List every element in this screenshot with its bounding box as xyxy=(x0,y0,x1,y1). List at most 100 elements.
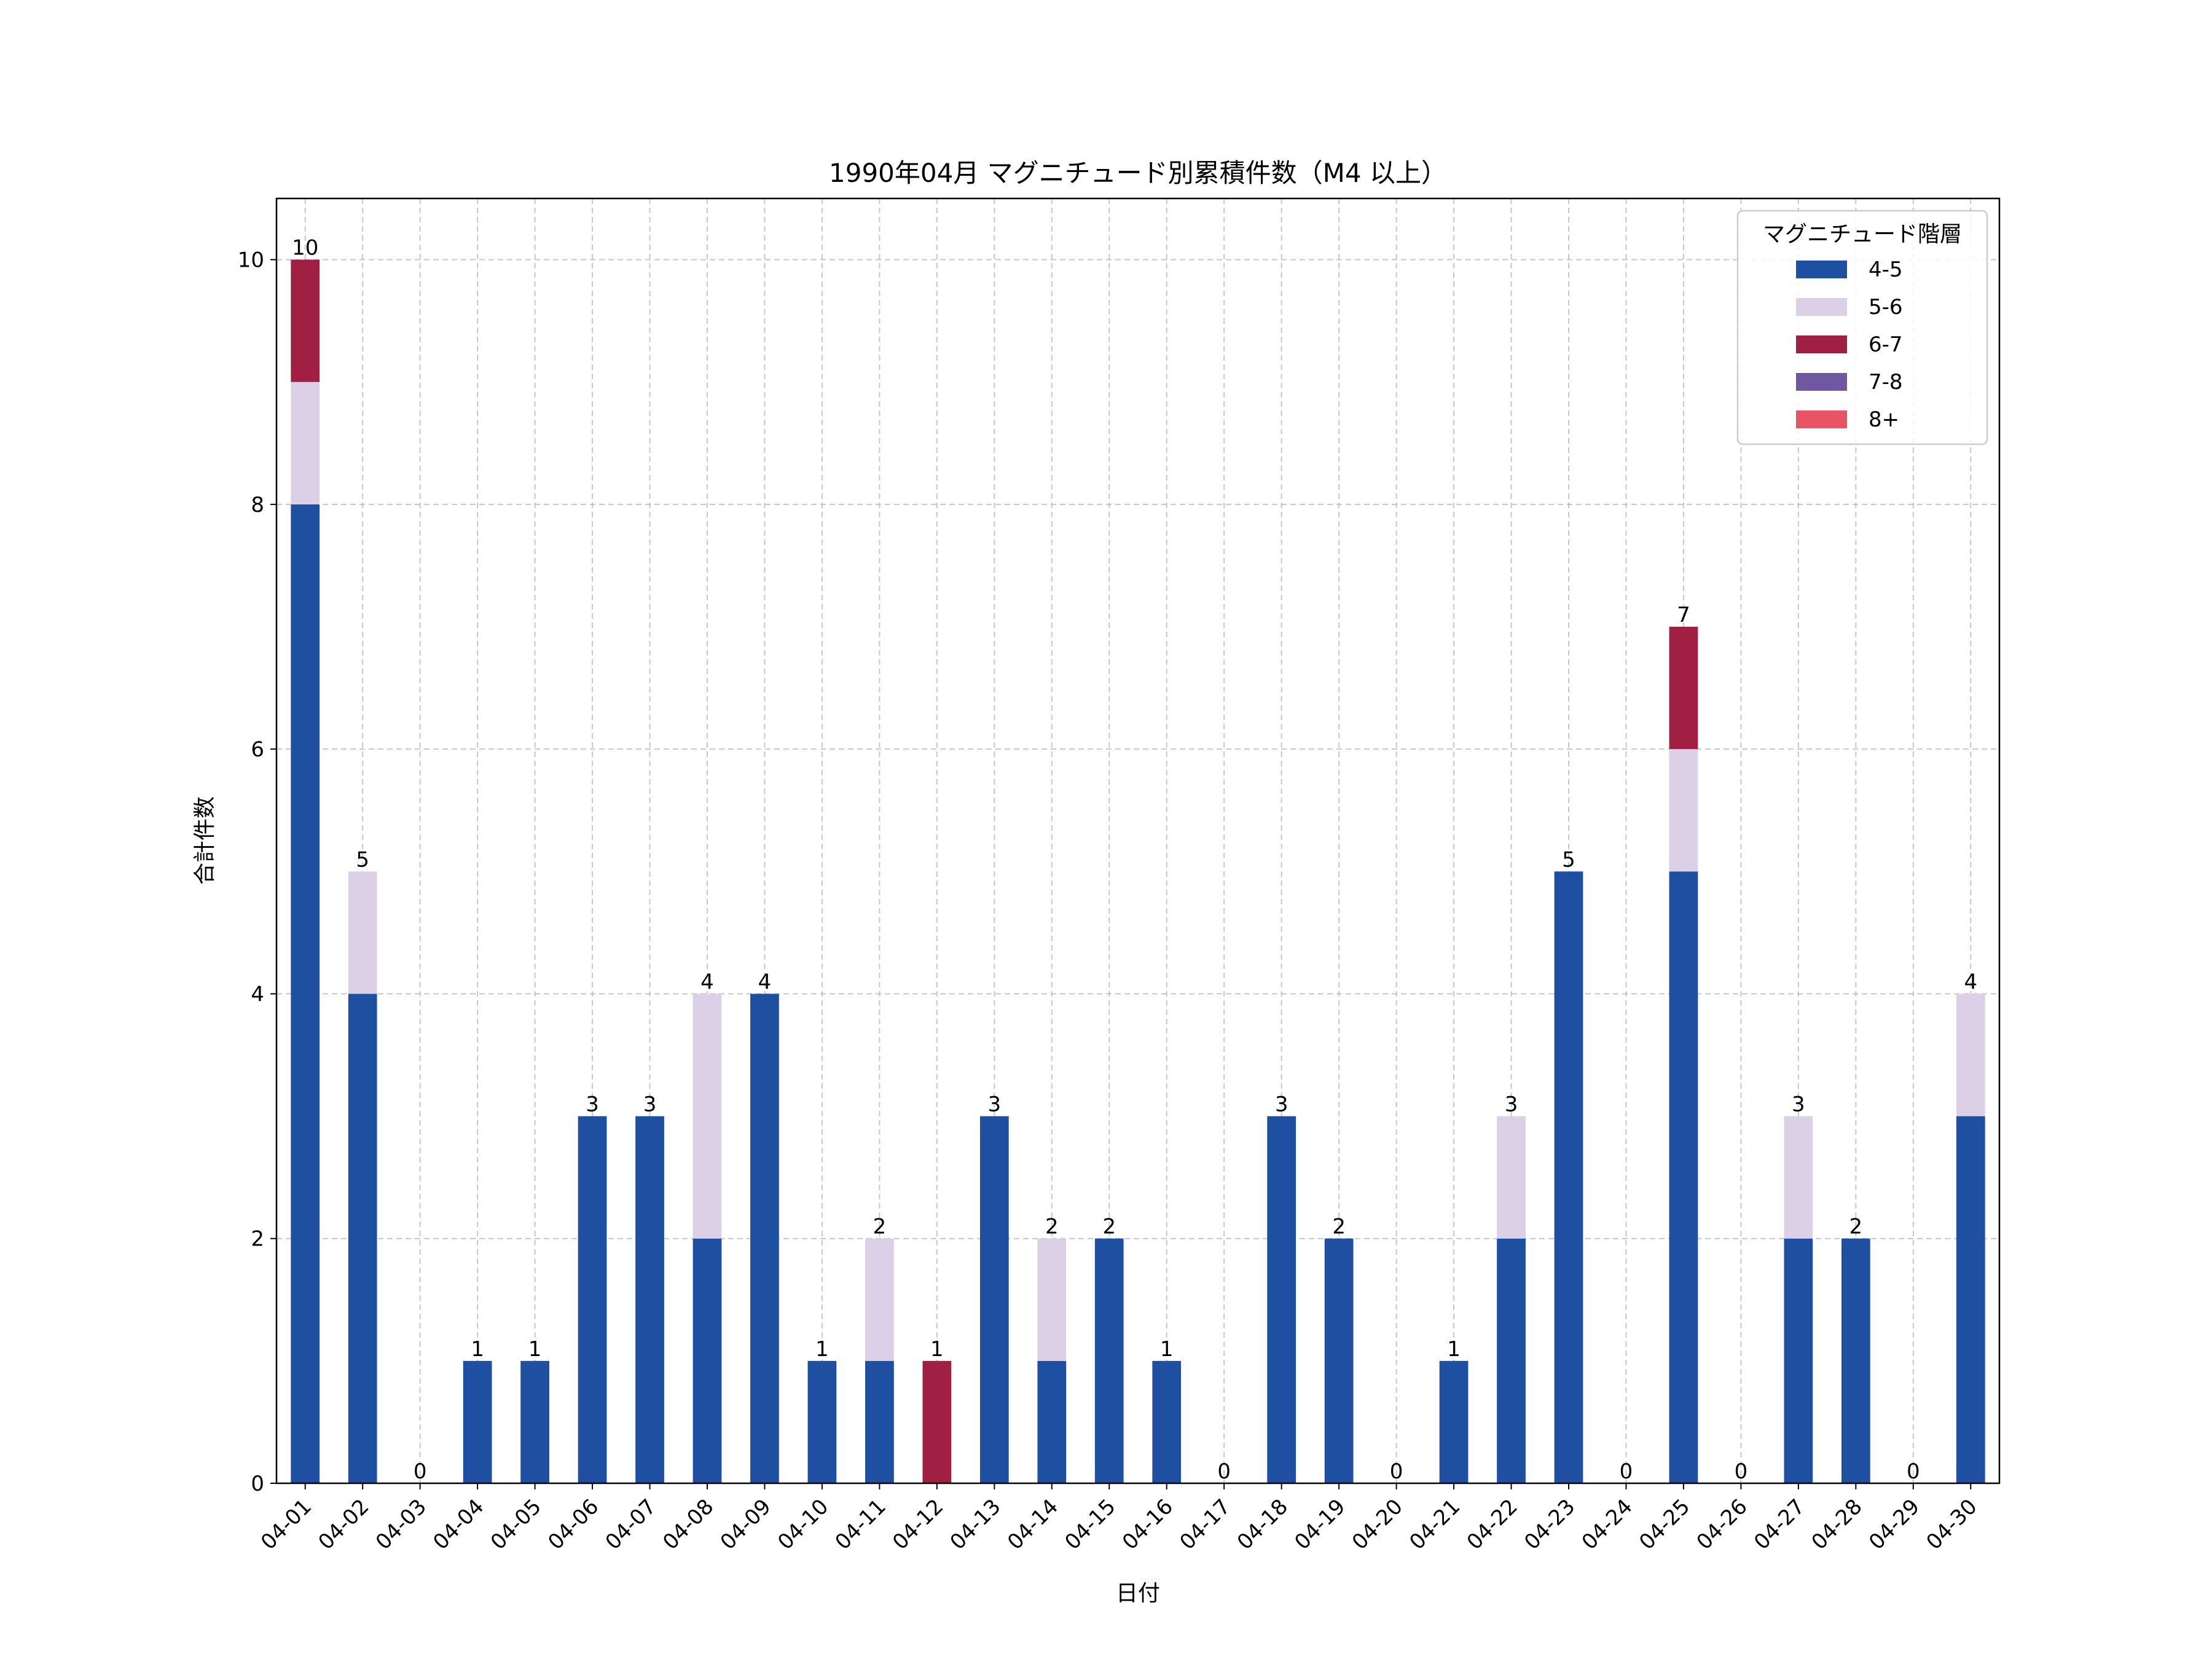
bar-segment-4-5 xyxy=(692,1238,722,1483)
x-tick-label: 04-16 xyxy=(1118,1494,1178,1555)
legend-swatch-5-6 xyxy=(1796,298,1847,316)
legend-label: 7-8 xyxy=(1869,370,1903,394)
data-label: 5 xyxy=(1562,847,1575,872)
bar-segment-4-5 xyxy=(1669,871,1698,1483)
data-label: 1 xyxy=(815,1337,829,1362)
legend-label: 5-6 xyxy=(1869,295,1903,320)
y-tick-label: 6 xyxy=(251,737,264,762)
bar-segment-5-6 xyxy=(692,994,722,1239)
x-tick-label: 04-17 xyxy=(1175,1494,1235,1555)
bar-segment-4-5 xyxy=(1956,1116,1985,1483)
legend-swatch-4-5 xyxy=(1796,261,1847,278)
bar-segment-4-5 xyxy=(1094,1238,1124,1483)
data-label: 1 xyxy=(1447,1337,1461,1362)
data-label: 0 xyxy=(1735,1459,1748,1484)
bar-segment-4-5 xyxy=(1784,1238,1813,1483)
data-label: 0 xyxy=(1620,1459,1633,1484)
x-tick-label: 04-28 xyxy=(1807,1494,1867,1555)
data-label: 2 xyxy=(1102,1215,1116,1239)
bar-segment-5-6 xyxy=(1784,1116,1813,1239)
x-tick-label: 04-12 xyxy=(888,1494,948,1555)
data-label: 3 xyxy=(988,1092,1002,1117)
bar-segment-4-5 xyxy=(979,1116,1009,1483)
legend-title: マグニチュード階層 xyxy=(1763,222,1962,247)
data-label: 2 xyxy=(1849,1215,1863,1239)
bar-segment-4-5 xyxy=(1152,1360,1182,1483)
x-tick-label: 04-10 xyxy=(773,1494,833,1555)
x-tick-label: 04-13 xyxy=(946,1494,1006,1555)
x-tick-label: 04-29 xyxy=(1864,1494,1924,1555)
data-label: 1 xyxy=(528,1337,542,1362)
x-tick-label: 04-06 xyxy=(543,1494,603,1555)
bar-segment-4-5 xyxy=(463,1360,492,1483)
x-tick-label: 04-27 xyxy=(1749,1494,1810,1555)
bar-segment-5-6 xyxy=(1497,1116,1526,1239)
y-axis-label: 合計件数 xyxy=(192,796,218,885)
bar-segment-4-5 xyxy=(348,994,377,1483)
data-label: 2 xyxy=(873,1215,887,1239)
data-label: 4 xyxy=(1964,970,1977,994)
legend: マグニチュード階層 4-5 5-6 6-7 7-8 8+ xyxy=(1736,210,1988,445)
bar-segment-5-6 xyxy=(1037,1238,1067,1361)
x-tick-label: 04-26 xyxy=(1692,1494,1752,1555)
data-label: 10 xyxy=(292,236,318,261)
plot-frame xyxy=(275,197,2001,1484)
data-label: 3 xyxy=(643,1092,657,1117)
bar-segment-4-5 xyxy=(1439,1360,1469,1483)
data-label: 2 xyxy=(1045,1215,1059,1239)
x-tick-label: 04-02 xyxy=(313,1494,374,1555)
data-label: 3 xyxy=(586,1092,599,1117)
chart-title: 1990年04月 マグニチュード別累積件数（M4 以上） xyxy=(829,158,1447,188)
bar-segment-4-5 xyxy=(1037,1360,1067,1483)
x-tick-label: 04-23 xyxy=(1520,1494,1580,1555)
x-tick-label: 04-05 xyxy=(486,1494,546,1555)
bar-segment-4-5 xyxy=(807,1360,837,1483)
data-label: 3 xyxy=(1275,1092,1288,1117)
data-label: 0 xyxy=(1217,1459,1231,1484)
bar-segment-6-7 xyxy=(1669,627,1698,750)
x-tick-label: 04-11 xyxy=(831,1494,891,1555)
y-tick-label: 0 xyxy=(251,1472,264,1496)
x-tick-label: 04-19 xyxy=(1290,1494,1350,1555)
x-tick-label: 04-25 xyxy=(1634,1494,1695,1555)
y-tick-label: 8 xyxy=(251,493,264,517)
bar-segment-5-6 xyxy=(1669,749,1698,872)
legend-swatch-8+ xyxy=(1796,410,1847,428)
x-tick-label: 04-08 xyxy=(658,1494,718,1555)
bar-segment-4-5 xyxy=(291,504,320,1483)
data-label: 0 xyxy=(1390,1459,1403,1484)
legend-swatch-6-7 xyxy=(1796,335,1847,353)
data-label: 1 xyxy=(471,1337,484,1362)
legend-swatch-7-8 xyxy=(1796,373,1847,391)
bar-segment-5-6 xyxy=(1956,994,1985,1116)
data-label: 3 xyxy=(1792,1092,1805,1117)
x-tick-label: 04-20 xyxy=(1347,1494,1408,1555)
x-tick-label: 04-22 xyxy=(1462,1494,1523,1555)
bar-segment-4-5 xyxy=(1497,1238,1526,1483)
data-label: 0 xyxy=(414,1459,427,1484)
bar-segment-4-5 xyxy=(635,1116,664,1483)
x-tick-label: 04-18 xyxy=(1233,1494,1293,1555)
y-tick-label: 10 xyxy=(238,248,264,273)
bar-segment-4-5 xyxy=(1324,1238,1354,1483)
data-label: 4 xyxy=(758,970,772,994)
bar-segment-4-5 xyxy=(520,1360,549,1483)
x-tick-label: 04-24 xyxy=(1577,1494,1637,1555)
x-tick-label: 04-15 xyxy=(1060,1494,1120,1555)
bar-segment-6-7 xyxy=(922,1360,952,1483)
x-axis-label: 日付 xyxy=(1116,1581,1160,1606)
x-tick-label: 04-09 xyxy=(716,1494,776,1555)
legend-label: 8+ xyxy=(1869,407,1899,432)
data-label: 5 xyxy=(356,847,369,872)
y-tick-label: 4 xyxy=(251,982,264,1006)
x-tick-label: 04-03 xyxy=(371,1494,431,1555)
x-tick-label: 04-14 xyxy=(1003,1494,1063,1555)
x-tick-label: 04-07 xyxy=(601,1494,661,1555)
bar-segment-5-6 xyxy=(348,871,377,994)
data-label: 4 xyxy=(700,970,714,994)
bar-segment-5-6 xyxy=(291,382,320,504)
bar-segment-4-5 xyxy=(1554,871,1583,1483)
data-label: 1 xyxy=(1160,1337,1174,1362)
data-label: 1 xyxy=(930,1337,944,1362)
